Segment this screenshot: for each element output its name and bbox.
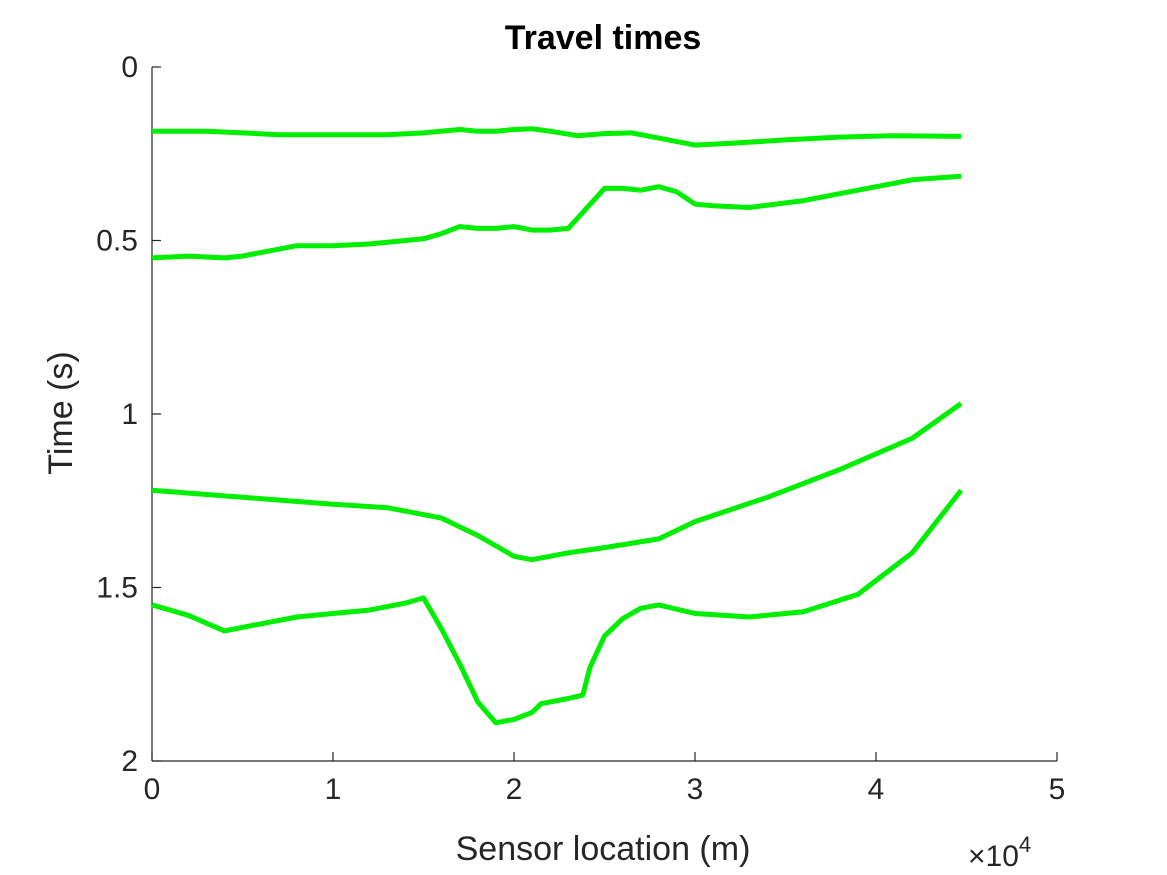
series-line-2 xyxy=(151,173,962,261)
x-multiplier-exponent: 4 xyxy=(1019,832,1031,857)
x-tick-label: 4 xyxy=(868,773,885,806)
x-tick-label: 3 xyxy=(687,773,704,806)
x-tick-label: 5 xyxy=(1049,773,1066,806)
y-tick-label: 0 xyxy=(121,51,138,84)
x-multiplier-label: ×104 xyxy=(968,832,1031,873)
axes: 0 1 2 3 4 5 0 0.5 1 1.5 2 xyxy=(96,51,1065,806)
series-line-4 xyxy=(151,488,964,726)
y-tick-label: 1.5 xyxy=(96,572,138,605)
x-tick-label: 1 xyxy=(325,773,342,806)
x-axis-label: Sensor location (m) xyxy=(456,830,751,868)
y-axis-label: Time (s) xyxy=(42,351,80,474)
y-tick-label: 2 xyxy=(121,745,138,778)
series-group xyxy=(151,126,964,726)
chart-title: Travel times xyxy=(505,19,702,57)
series-line-3 xyxy=(151,401,963,563)
y-tick-label: 1 xyxy=(121,398,138,431)
y-tick-label: 0.5 xyxy=(96,225,138,258)
x-tick-label: 2 xyxy=(506,773,523,806)
series-line-1 xyxy=(152,126,962,148)
x-tick-label: 0 xyxy=(144,773,161,806)
